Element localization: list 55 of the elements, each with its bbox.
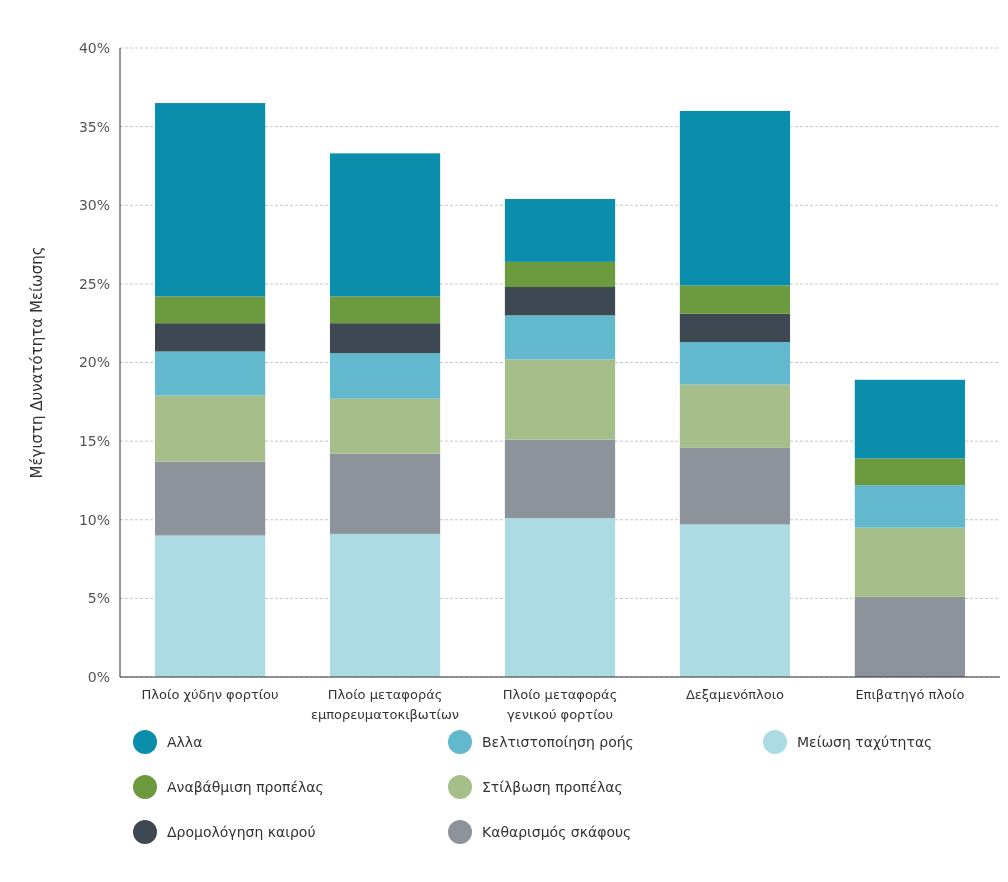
bar [854, 458, 966, 486]
bar [154, 296, 266, 324]
bar [154, 461, 266, 536]
bar [854, 485, 966, 528]
legend-label: Βελτιστοποίηση ροής [482, 733, 634, 750]
bar [504, 198, 616, 262]
bar [679, 384, 791, 448]
bar [679, 285, 791, 314]
bar [154, 323, 266, 352]
bar [329, 398, 441, 454]
bar [679, 342, 791, 385]
bar [679, 447, 791, 525]
bar [854, 379, 966, 459]
legend-label: Μείωση ταχύτητας [797, 733, 933, 750]
x-tick-label: Δεξαμενόπλοιο [685, 687, 785, 702]
y-tick-label: 30% [78, 197, 110, 214]
bar [679, 524, 791, 677]
x-tick-label: Επιβατηγό πλοίο [855, 687, 965, 702]
bar [504, 261, 616, 288]
y-tick-label: 15% [78, 433, 110, 450]
bar [854, 596, 966, 677]
bar [679, 313, 791, 343]
bar [504, 287, 616, 316]
bar [504, 439, 616, 519]
bar [329, 453, 441, 534]
y-tick-label: 25% [78, 275, 110, 292]
legend-label: Δρομολόγηση καιρού [167, 823, 316, 840]
bar [329, 296, 441, 324]
x-tick-label: Πλοίο μεταφοράς εμπορευματοκιβωτίων [310, 687, 460, 722]
bar [504, 359, 616, 440]
y-tick-label: 10% [78, 511, 110, 528]
legend-label: Στίλβωση προπέλας [482, 778, 623, 795]
bar [329, 353, 441, 399]
bar [854, 527, 966, 597]
legend-label: Καθαρισμός σκάφους [482, 823, 632, 840]
legend-label: Αλλα [167, 733, 203, 750]
bar [329, 323, 441, 354]
y-axis-title: Μέγιστη Δυνατότητα Μείωσης [28, 246, 46, 479]
bar [504, 518, 616, 677]
bar [154, 351, 266, 396]
bar [154, 395, 266, 462]
x-tick-label: Πλοίο χύδην φορτίου [141, 687, 279, 702]
bar [329, 153, 441, 297]
bar [329, 533, 441, 677]
y-tick-label: 35% [78, 118, 110, 135]
bar [154, 103, 266, 297]
x-tick-label: Πλοίο μεταφοράς γενικού φορτίου [502, 687, 618, 722]
legend-label: Αναβάθμιση προπέλας [167, 778, 324, 795]
y-tick-label: 40% [78, 39, 110, 56]
bar [154, 535, 266, 677]
bar [504, 315, 616, 360]
y-tick-label: 5% [87, 590, 110, 607]
bar [679, 110, 791, 286]
y-tick-label: 0% [87, 668, 110, 685]
y-tick-label: 20% [78, 354, 110, 371]
